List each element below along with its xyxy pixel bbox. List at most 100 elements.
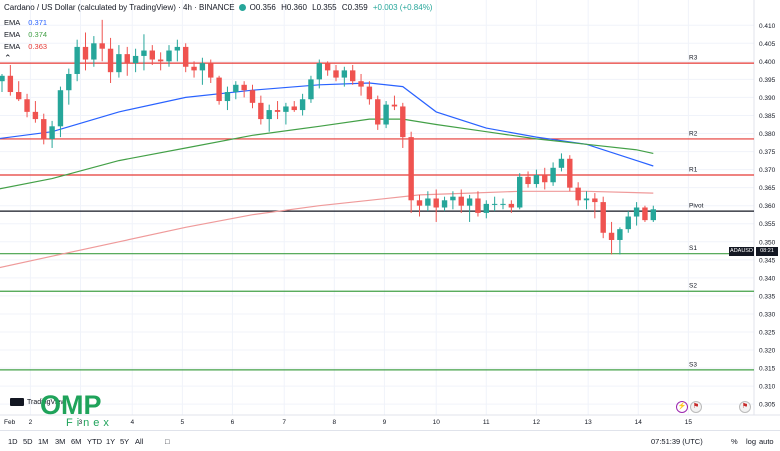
ema-legend-1[interactable]: EMA 0.371 — [4, 18, 47, 27]
candle-body — [216, 77, 222, 102]
x-tick-label: 2 — [29, 419, 33, 426]
candle-body — [174, 46, 181, 51]
y-tick-label: 0.335 — [759, 293, 776, 300]
ema-label: EMA — [4, 42, 21, 51]
candle-body — [0, 75, 5, 82]
ema-legend-2[interactable]: EMA 0.374 — [4, 30, 47, 39]
x-tick-label: 14 — [635, 419, 643, 426]
candle-body — [433, 198, 439, 208]
y-tick-label: 0.390 — [759, 95, 776, 102]
candle-body — [391, 104, 398, 107]
candle-body — [558, 158, 565, 168]
timeframe-ytd[interactable]: YTD — [87, 437, 102, 446]
y-tick-label: 0.400 — [759, 59, 776, 66]
utc-clock[interactable]: 07:51:39 (UTC) — [651, 437, 703, 446]
candle-body — [283, 106, 289, 112]
ohlc-readout: O0.356 H0.360 L0.355 C0.359 +0.003 (+0.8… — [250, 3, 436, 12]
timeframe-all[interactable]: All — [135, 437, 144, 446]
us-flag-icon[interactable]: ⚑ — [739, 401, 751, 413]
candle-body — [41, 119, 47, 139]
candle-body — [633, 207, 640, 217]
candle-body — [16, 92, 22, 100]
ema-value: 0.371 — [28, 18, 48, 27]
pivot-level-label: S1 — [689, 245, 697, 252]
candle-body — [567, 158, 573, 188]
symbol-price-tag: ADAUSD — [729, 247, 754, 256]
svg-text:Finex: Finex — [66, 417, 113, 428]
x-tick-label: Feb — [4, 419, 16, 426]
pivot-level-label: R2 — [689, 130, 698, 137]
lightning-icon[interactable]: ⚡ — [676, 401, 688, 413]
y-tick-label: 0.340 — [759, 275, 776, 282]
percent-toggle[interactable]: % — [731, 437, 738, 446]
timeframe-5d[interactable]: 5D — [23, 437, 33, 446]
plot-area — [0, 0, 754, 415]
date-range-icon[interactable]: □ — [165, 437, 170, 446]
ohlc-close: C0.359 — [341, 3, 368, 12]
ema-value: 0.374 — [28, 30, 48, 39]
ema-label: EMA — [4, 30, 21, 39]
candle-body — [350, 70, 356, 82]
timeframe-6m[interactable]: 6M — [71, 437, 82, 446]
timeframe-1y[interactable]: 1Y — [106, 437, 116, 446]
y-tick-label: 0.410 — [759, 23, 776, 30]
pivot-level-label: R3 — [689, 55, 698, 62]
candle-body — [116, 54, 122, 73]
x-tick-label: 5 — [181, 419, 185, 426]
candle-body — [208, 63, 214, 78]
bottom-toolbar: 1D 5D 1M 3M 6M YTD 1Y 5Y All □ 07:51:39 … — [0, 430, 780, 451]
chart-header: Cardano / US Dollar (calculated by Tradi… — [4, 3, 435, 12]
candle-body — [266, 110, 272, 120]
chevron-up-icon[interactable]: ⌃ — [4, 53, 12, 63]
candle-body — [525, 176, 531, 185]
market-status-icon — [238, 4, 246, 11]
candle-body — [642, 207, 648, 221]
candle-body — [425, 198, 431, 206]
auto-toggle[interactable]: auto — [759, 437, 774, 446]
candle-body — [333, 70, 339, 78]
candle-body — [600, 202, 606, 233]
x-tick-label: 11 — [483, 419, 490, 426]
y-tick-label: 0.345 — [759, 257, 776, 264]
candle-body — [316, 63, 322, 80]
pivot-level-label: Pivot — [689, 203, 704, 210]
candle-body — [366, 86, 373, 100]
timeframe-5y[interactable]: 5Y — [120, 437, 130, 446]
candle-body — [416, 200, 423, 206]
omp-finex-logo: OMP Finex — [40, 390, 113, 428]
candle-body — [107, 48, 114, 73]
timeframe-1m[interactable]: 1M — [38, 437, 49, 446]
candle-body — [508, 203, 515, 208]
x-tick-label: 12 — [533, 419, 541, 426]
y-tick-label: 0.315 — [759, 366, 776, 373]
candle-body — [291, 106, 297, 111]
us-flag-icon[interactable]: ⚑ — [690, 401, 702, 413]
ohlc-change: +0.003 (+0.84%) — [372, 3, 433, 12]
candle-body — [583, 198, 590, 201]
x-tick-label: 8 — [333, 419, 337, 426]
log-toggle[interactable]: log — [746, 437, 757, 446]
candle-body — [517, 176, 523, 208]
candle-body — [224, 92, 231, 102]
candle-body — [91, 43, 97, 60]
tradingview-logo: TradingView — [10, 398, 66, 406]
y-tick-label: 0.325 — [759, 330, 776, 337]
candle-body — [233, 84, 239, 93]
candle-body — [191, 66, 197, 71]
candle-body — [491, 203, 498, 205]
y-tick-label: 0.370 — [759, 167, 776, 174]
x-tick-label: 6 — [231, 419, 235, 426]
ohlc-high: H0.360 — [281, 3, 307, 12]
ohlc-low: L0.355 — [312, 3, 337, 12]
candle-body — [299, 99, 306, 111]
ema-legend-3[interactable]: EMA 0.363 — [4, 42, 47, 51]
y-tick-label: 0.355 — [759, 221, 776, 228]
y-tick-label: 0.350 — [759, 239, 776, 246]
timeframe-3m[interactable]: 3M — [55, 437, 66, 446]
timeframe-1d[interactable]: 1D — [8, 437, 18, 446]
candle-body — [24, 99, 30, 112]
candle-body — [575, 187, 581, 201]
y-tick-label: 0.360 — [759, 203, 776, 210]
candle-body — [617, 229, 623, 240]
